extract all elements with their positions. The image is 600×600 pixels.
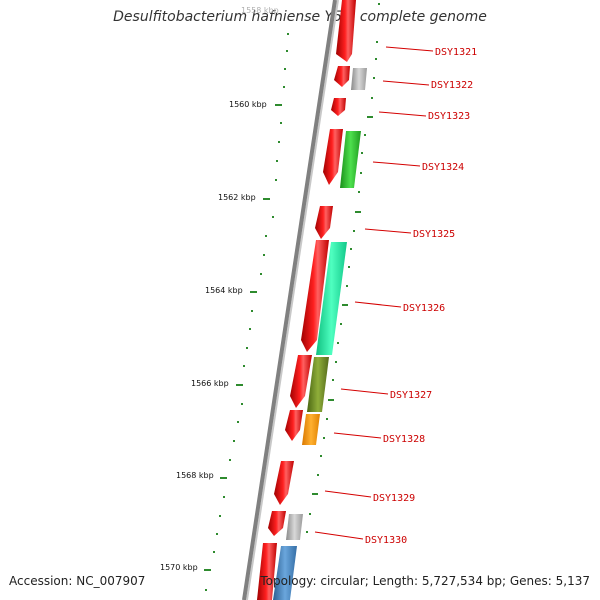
gene-label-dsy1326[interactable]: DSY1326 — [403, 303, 445, 314]
gene-label-dsy1328[interactable]: DSY1328 — [383, 434, 425, 445]
right-tick-marks — [306, 3, 380, 533]
genome-backbone — [242, 0, 337, 600]
gene-arrow-dsy1323[interactable] — [331, 98, 346, 116]
cog-bar-dsy1324[interactable] — [340, 131, 361, 188]
kbp-label-1566: 1566 kbp — [191, 379, 229, 388]
gene-label-dsy1322[interactable]: DSY1322 — [431, 80, 473, 91]
gene-label-dsy1327[interactable]: DSY1327 — [390, 390, 432, 401]
accession-text: Accession: NC_007907 — [9, 574, 146, 588]
cds-features — [257, 0, 356, 600]
label-leader-lines — [314, 46, 434, 540]
gene-arrow-dsy1325[interactable] — [315, 206, 333, 239]
cog-bar-dsy1326[interactable] — [316, 242, 347, 355]
map-title: Desulfitobacterium hafniense Y51, comple… — [113, 9, 487, 25]
kbp-label-1558: 1558 kbp — [241, 6, 279, 15]
gene-arrow-dsy1324[interactable] — [323, 129, 343, 185]
genome-backbone-shadow — [246, 0, 339, 600]
gene-label-dsy1329[interactable]: DSY1329 — [373, 493, 415, 504]
gene-arrow-dsy1329[interactable] — [274, 461, 294, 505]
gene-arrow-next[interactable] — [257, 543, 277, 600]
gene-labels: DSY1321 DSY1322 DSY1323 DSY1324 DSY1325 … — [365, 47, 477, 546]
cog-features — [273, 68, 367, 600]
gene-arrow-dsy1326[interactable] — [301, 240, 329, 352]
cog-bar-next[interactable] — [273, 546, 297, 600]
gene-arrow-dsy1330[interactable] — [268, 511, 286, 536]
cog-bar-dsy1328[interactable] — [302, 414, 320, 445]
left-tick-marks — [204, 33, 289, 591]
genome-summary-text: Topology: circular; Length: 5,727,534 bp… — [260, 574, 590, 588]
gene-arrow-dsy1322[interactable] — [334, 66, 350, 87]
gene-label-dsy1323[interactable]: DSY1323 — [428, 111, 470, 122]
kbp-label-1570: 1570 kbp — [160, 563, 198, 572]
gene-arrow-dsy1328[interactable] — [285, 410, 303, 441]
gene-arrow-dsy1327[interactable] — [290, 355, 312, 408]
kbp-label-1562: 1562 kbp — [218, 193, 256, 202]
kbp-label-1568: 1568 kbp — [176, 471, 214, 480]
cog-bar-dsy1327[interactable] — [307, 357, 329, 412]
gene-label-dsy1321[interactable]: DSY1321 — [435, 47, 477, 58]
gene-label-dsy1324[interactable]: DSY1324 — [422, 162, 464, 173]
gene-arrow-dsy1321[interactable] — [336, 0, 356, 62]
cog-bar-dsy1322[interactable] — [351, 68, 367, 90]
gene-label-dsy1330[interactable]: DSY1330 — [365, 535, 407, 546]
cog-bar-dsy1330[interactable] — [286, 514, 303, 540]
gene-label-dsy1325[interactable]: DSY1325 — [413, 229, 455, 240]
kbp-label-1560: 1560 kbp — [229, 100, 267, 109]
kbp-label-1564: 1564 kbp — [205, 286, 243, 295]
